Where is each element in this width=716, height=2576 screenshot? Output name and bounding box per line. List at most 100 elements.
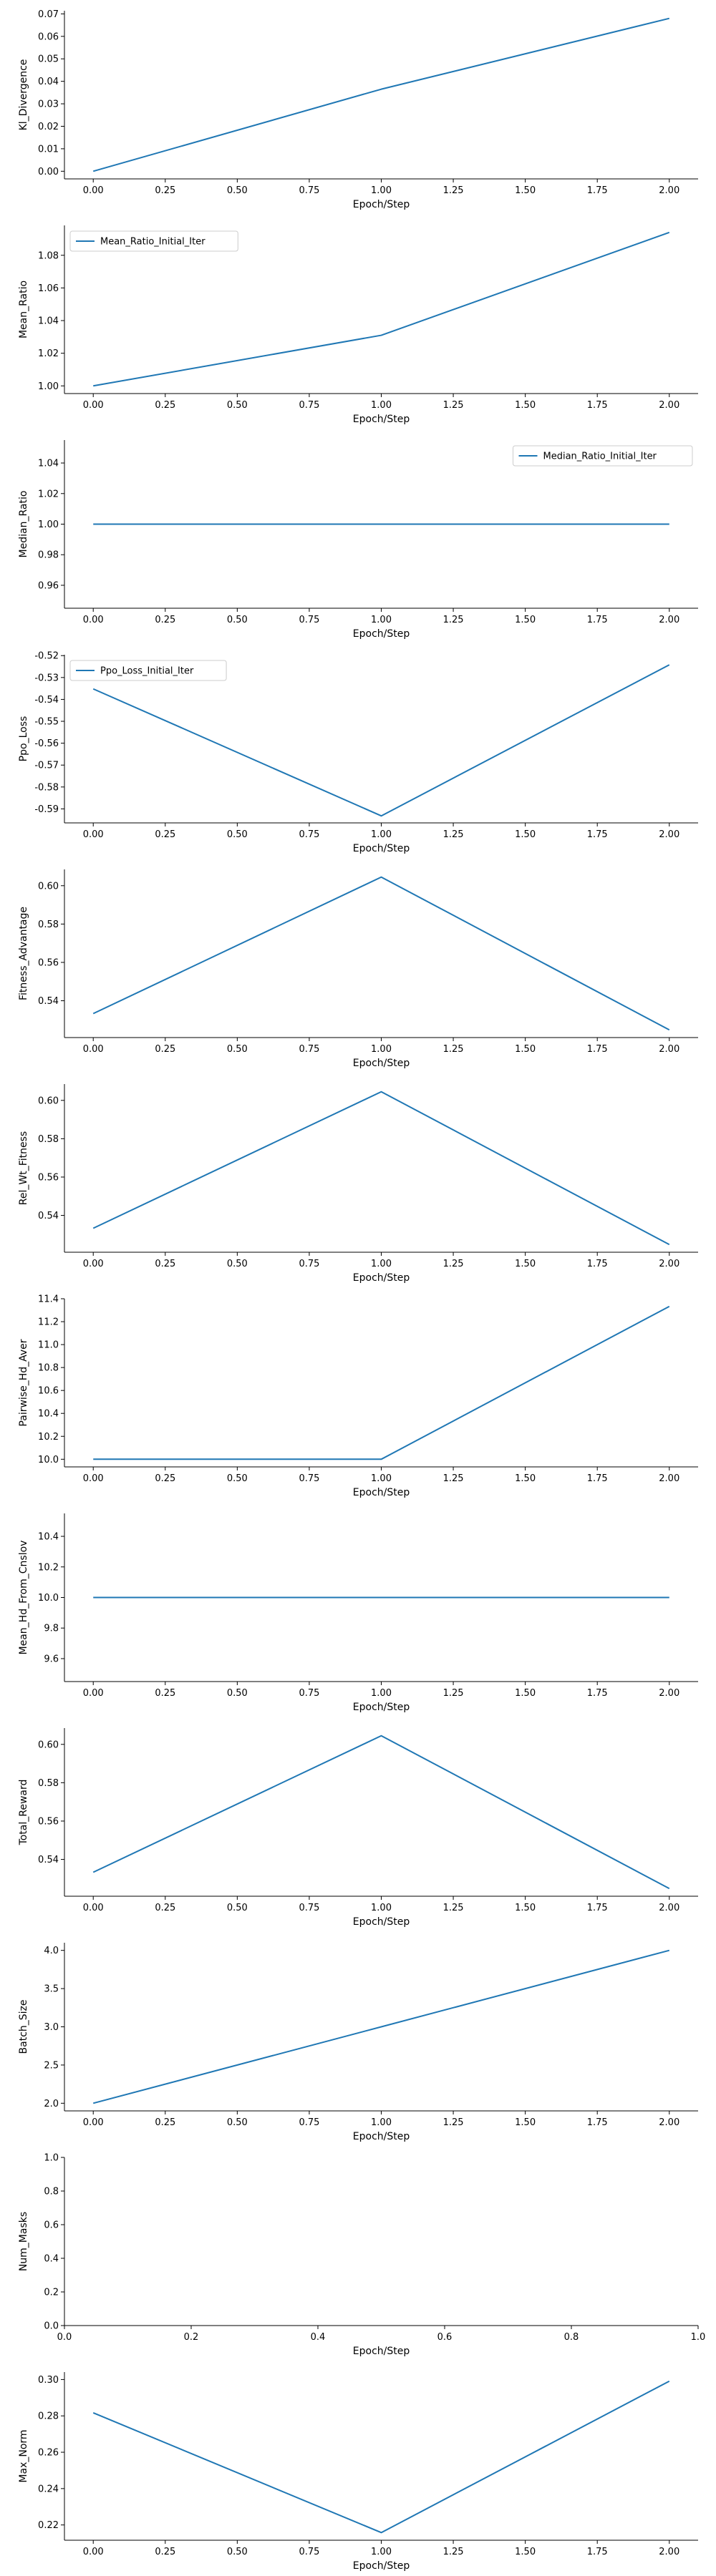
y-axis-label: Median_Ratio	[18, 491, 29, 558]
x-tick-label: 1.50	[515, 1903, 536, 1913]
y-tick-label: 0.4	[44, 2254, 59, 2265]
x-tick-label: 0.75	[299, 400, 319, 411]
x-tick-label: 1.00	[371, 1044, 392, 1055]
legend-box	[69, 230, 238, 252]
legend-label: Mean_Ratio_Initial_Iter	[100, 237, 205, 248]
series-line	[92, 1091, 670, 1246]
x-tick-label: 0.75	[299, 1688, 319, 1699]
x-tick-label: 0.00	[83, 185, 104, 196]
x-tick-label: 0.25	[155, 400, 175, 411]
y-tick-label: 1.08	[38, 250, 59, 261]
x-axis-label: Epoch/Step	[353, 1702, 410, 1713]
x-tick-label: 1.25	[443, 1044, 464, 1055]
x-tick-label: 1.75	[587, 1259, 608, 1269]
x-tick-label: 1.25	[443, 400, 464, 411]
x-tick-label: 2.00	[659, 400, 679, 411]
x-tick-label: 0.25	[155, 1259, 175, 1269]
series-line	[92, 1949, 670, 2104]
y-tick-label: -0.53	[34, 673, 59, 683]
y-tick-label: 0.02	[38, 122, 59, 132]
x-tick-label: 1.25	[443, 1473, 464, 1484]
y-tick-label: 0.96	[38, 580, 59, 591]
x-tick-label: 0.6	[437, 2332, 453, 2343]
x-tick-label: 0.25	[155, 185, 175, 196]
y-tick-label: 10.2	[38, 1562, 59, 1573]
y-tick-label: 0.56	[38, 1172, 59, 1183]
x-tick-label: 1.00	[371, 400, 392, 411]
subplot-6: 0.00 0.25 0.50 0.75 1.00 1.25 1.50 1.75 2.00 0.54…	[18, 1084, 698, 1284]
y-tick-label: 0.0	[44, 2321, 59, 2332]
y-axis-label: Total_Reward	[18, 1780, 29, 1846]
legend-box	[513, 445, 693, 467]
x-tick-label: 0.50	[227, 615, 248, 625]
series-line	[93, 1305, 670, 1460]
x-tick-label: 0.00	[83, 615, 104, 625]
y-tick-label: -0.56	[34, 738, 59, 749]
subplot-10: 0.00 0.25 0.50 0.75 1.00 1.25 1.50 1.75 2.00 2.0 2…	[18, 1943, 698, 2142]
x-tick-label: 0.00	[83, 1259, 104, 1269]
y-tick-label: 9.8	[44, 1624, 59, 1634]
y-tick-label: 2.0	[44, 2099, 59, 2109]
x-tick-label: 0.25	[155, 829, 175, 840]
x-tick-label: 1.00	[371, 1473, 392, 1484]
y-tick-label: 1.06	[38, 283, 59, 294]
x-tick-label: 0.25	[155, 1903, 175, 1913]
y-tick-label: 0.04	[38, 77, 59, 87]
y-tick-label: 0.28	[38, 2411, 59, 2422]
x-tick-label: 0.00	[83, 400, 104, 411]
x-tick-label: 1.25	[443, 2117, 464, 2128]
y-tick-label: 0.30	[38, 2375, 59, 2386]
x-tick-label: 1.25	[443, 1688, 464, 1699]
subplot-7: 0.00 0.25 0.50 0.75 1.00 1.25 1.50 1.75 2.00 10.0…	[18, 1294, 698, 1498]
x-tick-label: 1.50	[515, 615, 536, 625]
y-tick-label: -0.52	[34, 651, 59, 662]
x-tick-label: 2.00	[659, 1903, 679, 1913]
y-tick-label: 0.54	[38, 1855, 59, 1865]
x-tick-label: 1.00	[371, 2547, 392, 2557]
x-tick-label: 1.25	[443, 185, 464, 196]
x-tick-label: 2.00	[659, 2547, 679, 2557]
x-tick-label: 2.00	[659, 185, 679, 196]
y-tick-label: 0.01	[38, 144, 59, 155]
x-tick-label: 0.50	[227, 2547, 248, 2557]
x-tick-label: 1.25	[443, 829, 464, 840]
x-tick-label: 0.50	[227, 185, 248, 196]
x-tick-label: 1.00	[371, 1259, 392, 1269]
series-line	[92, 17, 670, 172]
x-tick-label: 1.50	[515, 1688, 536, 1699]
y-tick-label: 0.22	[38, 2520, 59, 2531]
x-tick-label: 0.25	[155, 1688, 175, 1699]
y-tick-label: 10.8	[38, 1363, 59, 1374]
x-axis-label: Epoch/Step	[353, 2131, 410, 2142]
x-tick-label: 0.50	[227, 829, 248, 840]
x-tick-label: 0.50	[227, 1259, 248, 1269]
x-tick-label: 1.75	[587, 1903, 608, 1913]
legend: Mean_Ratio_Initial_Iter	[69, 230, 238, 252]
legend: Ppo_Loss_Initial_Iter	[69, 660, 227, 681]
x-tick-label: 0.00	[83, 1688, 104, 1699]
x-tick-label: 2.00	[659, 1259, 679, 1269]
x-tick-label: 0.8	[564, 2332, 579, 2343]
y-tick-label: 1.04	[38, 316, 59, 327]
x-tick-label: 0.00	[83, 2117, 104, 2128]
subplot-11: 0.0 0.2 0.4 0.6 0.8 1.0 0.0 0.2 0.4 0.6 0.8 1.0 Epoc…	[18, 2153, 705, 2358]
y-tick-label: 0.06	[38, 31, 59, 42]
y-tick-label: 11.0	[38, 1340, 59, 1351]
x-tick-label: 0.75	[299, 1259, 319, 1269]
subplot-1: 0.00 0.25 0.50 0.75 1.00 1.25 1.50 1.75 2.00 0.00…	[18, 9, 698, 210]
y-tick-label: 1.00	[38, 519, 59, 530]
x-tick-label: 1.75	[587, 2117, 608, 2128]
y-tick-label: 10.2	[38, 1432, 59, 1443]
x-tick-label: 0.25	[155, 1473, 175, 1484]
x-tick-label: 2.00	[659, 829, 679, 840]
subplot-5: 0.00 0.25 0.50 0.75 1.00 1.25 1.50 1.75 2.00 0.54…	[18, 869, 698, 1069]
x-tick-label: 0.2	[184, 2332, 199, 2343]
x-tick-label: 1.50	[515, 1044, 536, 1055]
x-tick-label: 1.50	[515, 1259, 536, 1269]
x-tick-label: 1.00	[371, 1903, 392, 1913]
series-line	[92, 664, 670, 817]
y-tick-label: 10.0	[38, 1455, 59, 1465]
y-tick-label: 3.0	[44, 2022, 59, 2033]
x-tick-label: 0.75	[299, 829, 319, 840]
legend-box	[69, 660, 227, 681]
